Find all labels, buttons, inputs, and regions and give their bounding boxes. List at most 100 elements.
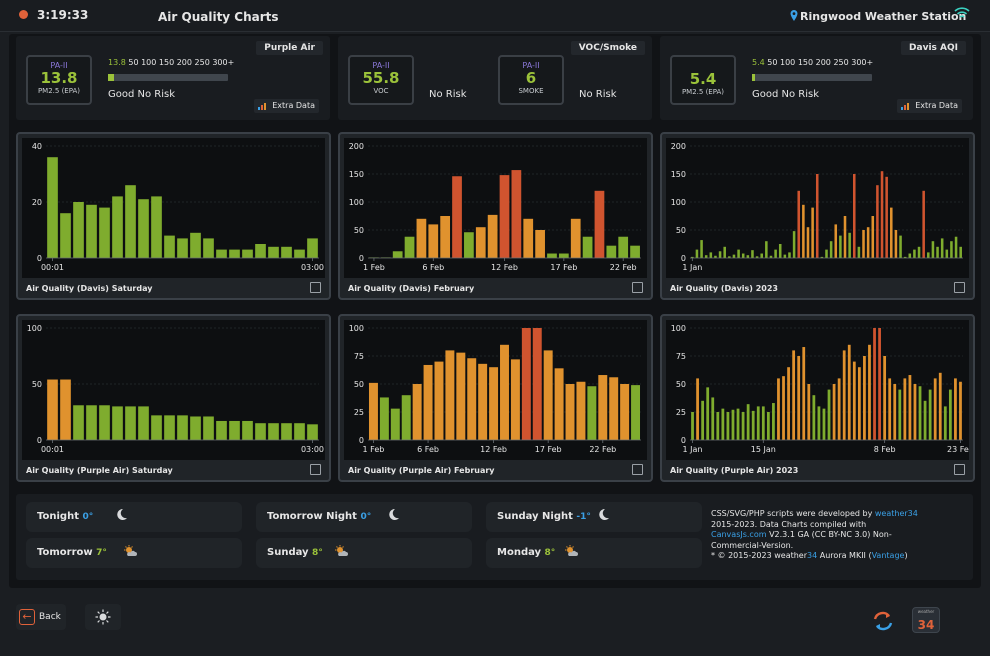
forecast-item: Tomorrow 7° bbox=[26, 538, 242, 568]
badge-label: PA-II bbox=[50, 61, 68, 70]
bar bbox=[190, 232, 201, 258]
bar bbox=[294, 423, 305, 440]
credit-line: 2015-2023. Data Charts compiled with bbox=[711, 519, 867, 529]
forecast-item: Sunday Night -1° bbox=[486, 502, 702, 532]
fullscreen-icon[interactable] bbox=[310, 464, 321, 475]
bar bbox=[704, 255, 708, 258]
bar bbox=[737, 249, 740, 258]
bar bbox=[390, 408, 400, 440]
station-name: Ringwood Weather Station bbox=[800, 10, 967, 23]
back-button[interactable]: ← Back bbox=[16, 604, 66, 630]
bar bbox=[630, 245, 640, 258]
forecast-item: Tomorrow Night 0° bbox=[256, 502, 472, 532]
bar bbox=[797, 356, 801, 440]
vantage-link[interactable]: Vantage bbox=[871, 551, 905, 561]
bar bbox=[532, 328, 542, 440]
theme-toggle-button[interactable] bbox=[85, 604, 121, 630]
bar bbox=[242, 249, 253, 258]
bar bbox=[883, 356, 887, 440]
x-tick-label: 22 Feb bbox=[589, 445, 616, 454]
bar bbox=[755, 256, 759, 258]
bar bbox=[927, 252, 930, 258]
fullscreen-icon[interactable] bbox=[632, 282, 643, 293]
chart-title: Air Quality (Davis) February bbox=[348, 284, 475, 293]
bar bbox=[871, 216, 875, 258]
aqi-level-fill bbox=[752, 74, 755, 81]
x-tick-label: 00:01 bbox=[41, 263, 64, 272]
forecast-temp: 8° bbox=[544, 548, 556, 558]
bar bbox=[890, 207, 893, 258]
chart-purple-saturday: 0 50 100 00:01 03:00 bbox=[22, 320, 325, 460]
bar bbox=[368, 382, 378, 440]
bar bbox=[746, 404, 750, 440]
bar bbox=[99, 405, 110, 440]
bar bbox=[959, 246, 962, 258]
x-tick-label: 00:01 bbox=[41, 445, 64, 454]
bar bbox=[423, 364, 433, 440]
x-tick-label: 1 Feb bbox=[363, 445, 385, 454]
extra-data-button[interactable]: Extra Data bbox=[897, 99, 962, 113]
chart-davis-2023: 0 50 100 150 200 1 Jan bbox=[666, 138, 969, 278]
bar bbox=[428, 224, 439, 258]
bar bbox=[943, 406, 947, 440]
bar bbox=[570, 218, 581, 258]
bar bbox=[913, 384, 917, 440]
bar bbox=[464, 232, 474, 258]
weather34-link[interactable]: weather34 bbox=[874, 509, 918, 518]
bar bbox=[863, 356, 866, 440]
bar-chart-icon bbox=[258, 103, 267, 110]
bar bbox=[728, 256, 731, 258]
bar bbox=[885, 176, 888, 258]
y-tick-label: 0 bbox=[681, 436, 686, 445]
refresh-icon[interactable] bbox=[872, 610, 894, 632]
bar bbox=[164, 235, 175, 258]
chart-purple-2023: 0 25 50 75 100 1 Jan 15 Jan 8 Feb 23 Feb bbox=[666, 320, 969, 460]
bar bbox=[631, 385, 641, 440]
bar bbox=[73, 405, 84, 440]
bar bbox=[60, 379, 71, 440]
card-tag: Davis AQI bbox=[901, 41, 966, 55]
x-tick-label: 22 Feb bbox=[610, 263, 637, 272]
scale-current: 13.8 bbox=[108, 58, 126, 67]
y-tick-label: 40 bbox=[32, 142, 42, 151]
forecast-temp: -1° bbox=[576, 512, 591, 522]
bar bbox=[112, 196, 123, 258]
fullscreen-icon[interactable] bbox=[954, 282, 965, 293]
bar bbox=[923, 400, 927, 440]
extra-data-button[interactable]: Extra Data bbox=[254, 99, 319, 113]
bar bbox=[792, 231, 796, 258]
moon-icon bbox=[117, 508, 127, 520]
bar bbox=[478, 363, 488, 440]
x-tick-label: 12 Feb bbox=[480, 445, 507, 454]
bar bbox=[918, 386, 922, 440]
bar bbox=[788, 252, 791, 258]
bar bbox=[782, 376, 785, 440]
fullscreen-icon[interactable] bbox=[632, 464, 643, 475]
back-label: Back bbox=[39, 612, 61, 622]
badge-unit: PM2.5 (EPA) bbox=[37, 87, 81, 95]
fullscreen-icon[interactable] bbox=[310, 282, 321, 293]
bar bbox=[945, 249, 949, 258]
x-tick-label: 03:00 bbox=[301, 445, 324, 454]
bar bbox=[852, 361, 856, 440]
bar bbox=[489, 367, 499, 440]
canvasjs-link[interactable]: CanvasJs.com bbox=[711, 530, 767, 540]
purple-air-card: Purple Air PA-II 13.8 PM2.5 (EPA) 13.8 5… bbox=[16, 36, 330, 120]
logo-text: weather bbox=[917, 609, 935, 614]
bar bbox=[151, 196, 162, 258]
weather34-logo[interactable]: weather 34 bbox=[912, 607, 940, 633]
fullscreen-icon[interactable] bbox=[954, 464, 965, 475]
x-tick-label: 17 Feb bbox=[550, 263, 577, 272]
x-tick-label: 8 Feb bbox=[874, 445, 896, 454]
bar bbox=[138, 406, 149, 440]
bar bbox=[834, 224, 838, 258]
bar bbox=[802, 347, 806, 440]
bar bbox=[888, 378, 892, 440]
smoke-badge: PA-II 6 SMOKE bbox=[498, 55, 564, 105]
credit-line: V2.3.1 GA (CC BY-NC 3.0) Non- bbox=[766, 530, 892, 540]
y-tick-label: 25 bbox=[354, 408, 364, 417]
forecast-name: Tomorrow bbox=[37, 547, 93, 558]
bar bbox=[829, 241, 833, 258]
chart-title: Air Quality (Purple Air) February bbox=[348, 466, 495, 475]
scale-current: 5.4 bbox=[752, 58, 765, 67]
